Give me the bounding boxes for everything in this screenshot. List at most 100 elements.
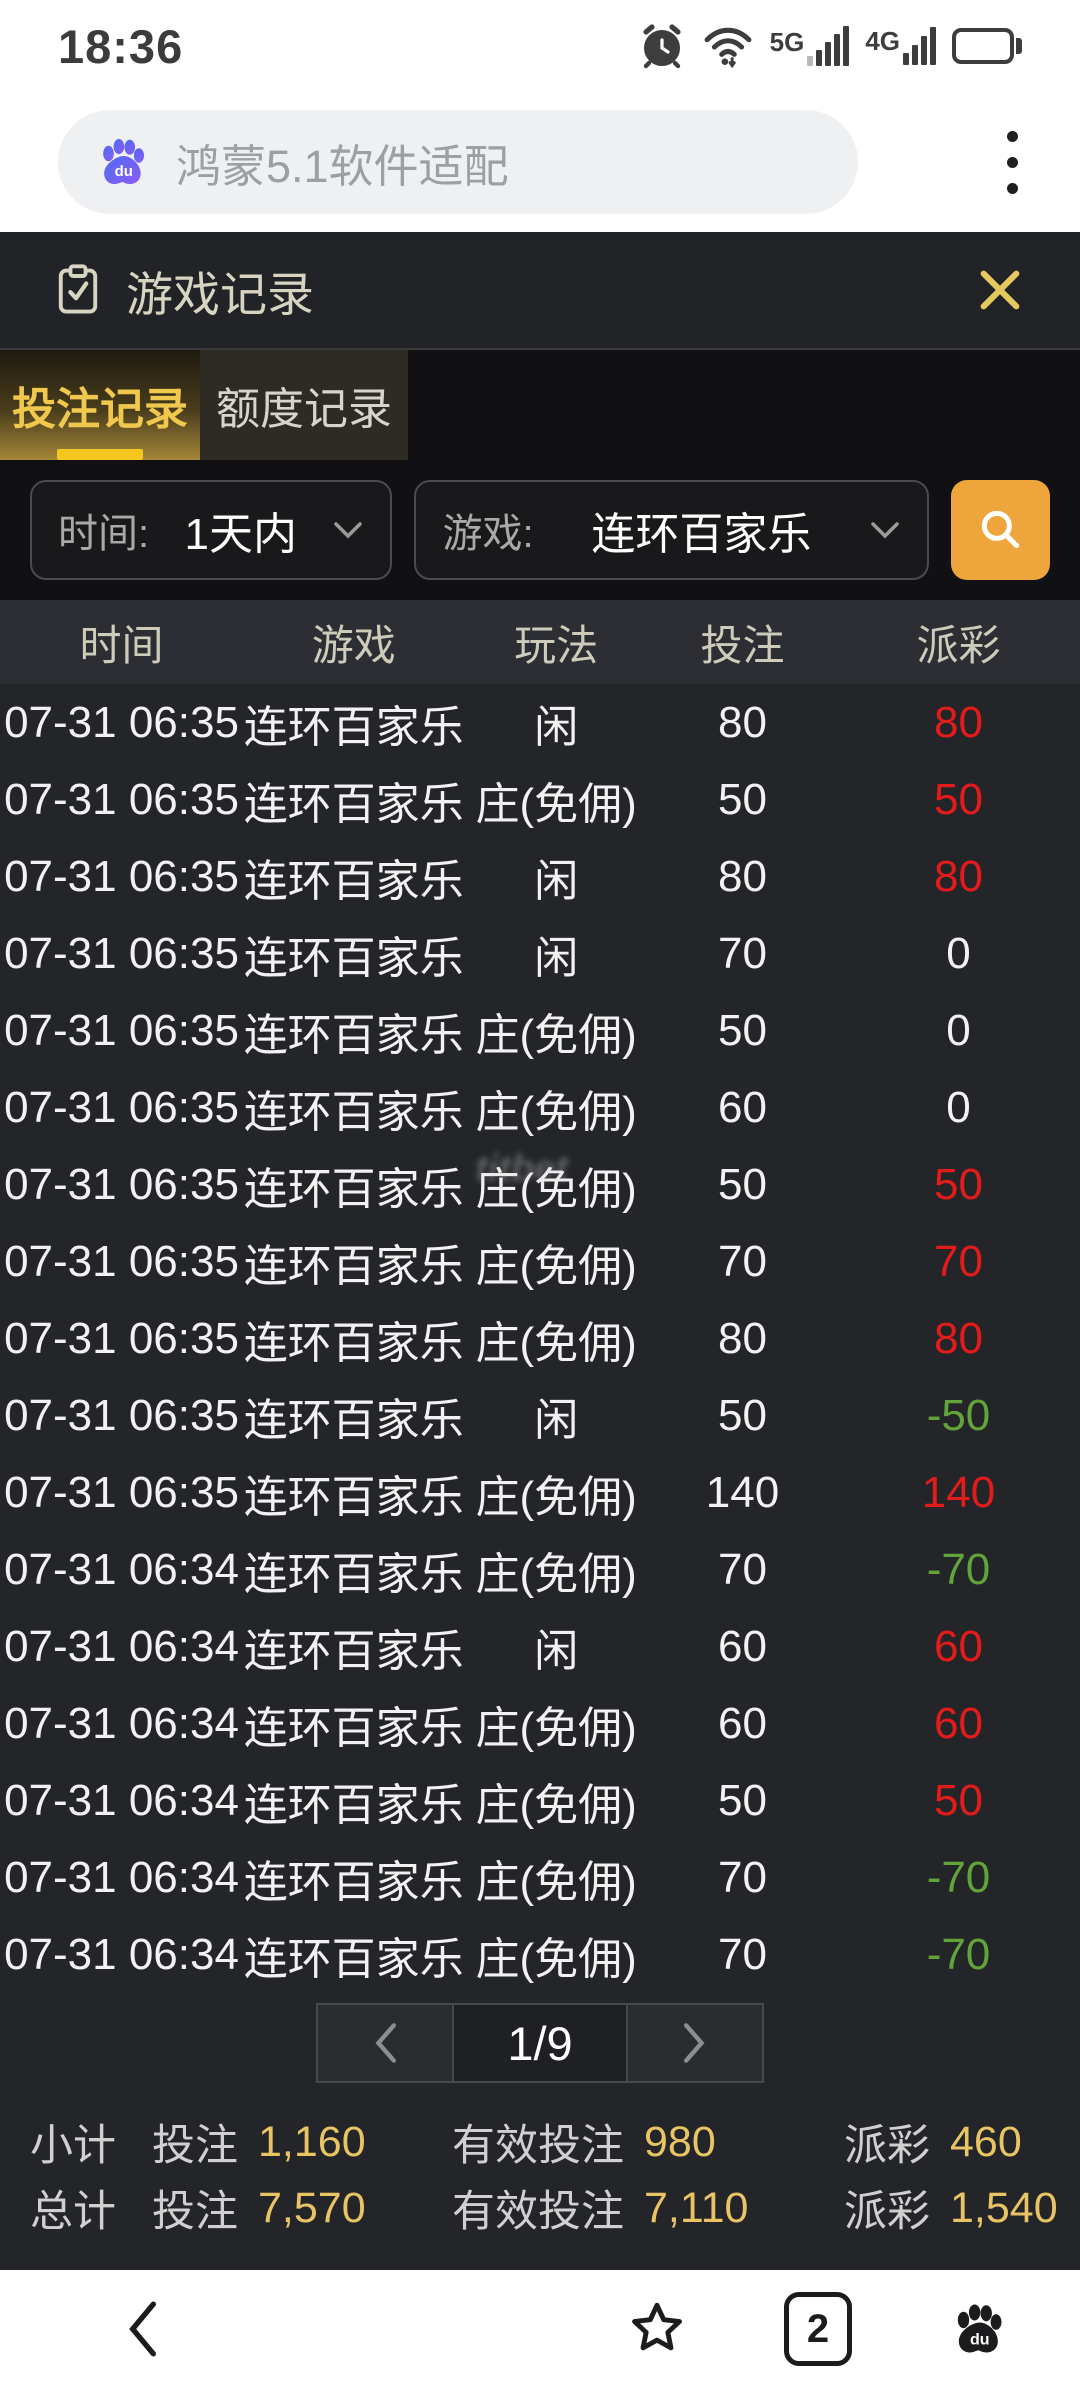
col-payout: 派彩 xyxy=(916,621,1001,669)
cell-game: 连环百家乐 xyxy=(243,1087,464,1137)
chevron-down-icon xyxy=(334,522,363,539)
baidu-paw-icon: du xyxy=(957,2304,1002,2353)
cell-bet: 60 xyxy=(718,1082,767,1132)
cell-bet: 60 xyxy=(718,1621,767,1671)
cell-time: 07-31 06:35 xyxy=(4,774,239,824)
table-row: 07-31 06:35 连环百家乐 闲 80 80 xyxy=(0,838,1080,915)
cell-time: 07-31 06:35 xyxy=(4,1082,239,1132)
cell-payout: 80 xyxy=(934,697,983,747)
table-row: 07-31 06:35 连环百家乐 庄(免佣) 70 70 xyxy=(0,1223,1080,1300)
filter-bar: 时间: 1天内 游戏: 连环百家乐 xyxy=(0,460,1080,600)
favorite-star-button[interactable] xyxy=(626,2298,688,2360)
cell-game: 连环百家乐 xyxy=(243,933,464,983)
cell-game: 连环百家乐 xyxy=(243,1626,464,1676)
cell-payout: 50 xyxy=(934,1775,983,1825)
total-payout: 1,540 xyxy=(950,2183,1058,2232)
time-filter-value: 1天内 xyxy=(184,510,298,559)
cell-payout: 0 xyxy=(946,1082,971,1132)
game-filter-value: 连环百家乐 xyxy=(591,510,812,559)
cell-bet: 70 xyxy=(718,1852,767,1902)
cell-game: 连环百家乐 xyxy=(243,1857,464,1907)
cell-bet: 80 xyxy=(718,1313,767,1363)
baidu-home-button[interactable]: du xyxy=(948,2298,1010,2360)
cell-game: 连环百家乐 xyxy=(243,1395,464,1445)
pagination: 1/9 xyxy=(316,2003,764,2083)
col-game: 游戏 xyxy=(311,621,396,669)
cell-time: 07-31 06:35 xyxy=(4,1467,239,1517)
time-filter-label: 时间: xyxy=(58,512,150,556)
table-row: 07-31 06:34 连环百家乐 庄(免佣) 60 60 xyxy=(0,1685,1080,1762)
cell-play: 闲 xyxy=(534,933,579,983)
back-button[interactable] xyxy=(120,2298,166,2360)
browser-toolbar: du 鸿蒙5.1软件适配 xyxy=(0,92,1080,232)
cell-payout: -50 xyxy=(926,1390,991,1440)
table-row: 07-31 06:34 连环百家乐 闲 60 60 xyxy=(0,1608,1080,1685)
cell-game: 连环百家乐 xyxy=(243,1703,464,1753)
col-bet: 投注 xyxy=(700,621,785,669)
chevron-down-icon xyxy=(871,522,899,539)
cell-bet: 50 xyxy=(718,1775,767,1825)
tab-bet-records[interactable]: 投注记录 xyxy=(0,350,200,460)
game-records-modal: 游戏记录 投注记录 额度记录 时间: 1天内 游戏: 连环百家乐 xyxy=(0,232,1080,2270)
cell-play: 庄(免佣) xyxy=(475,1857,637,1907)
cell-bet: 140 xyxy=(705,1467,780,1517)
cell-game: 连环百家乐 xyxy=(243,1934,464,1984)
game-filter-select[interactable]: 游戏: 连环百家乐 xyxy=(414,480,930,580)
signal-5g-icon: 5G xyxy=(770,26,850,66)
next-page-button[interactable] xyxy=(626,2003,764,2083)
table-header: 时间 游戏 玩法 投注 派彩 xyxy=(0,600,1080,684)
col-time: 时间 xyxy=(79,621,164,669)
cell-play: 庄(免佣) xyxy=(475,1164,637,1214)
wifi-icon xyxy=(702,23,754,69)
cell-game: 连环百家乐 xyxy=(243,779,464,829)
cell-time: 07-31 06:35 xyxy=(4,1236,239,1286)
cell-bet: 80 xyxy=(718,697,767,747)
clock-time: 18:36 xyxy=(58,19,184,73)
status-bar: 18:36 5G 4G xyxy=(0,0,1080,92)
tabs: 投注记录 额度记录 xyxy=(0,350,1080,460)
cell-payout: -70 xyxy=(926,1544,991,1594)
modal-header: 游戏记录 xyxy=(0,232,1080,350)
tab-count-button[interactable]: 2 xyxy=(784,2292,852,2366)
chevron-right-icon xyxy=(684,2023,705,2063)
cell-play: 庄(免佣) xyxy=(475,1703,637,1753)
cell-game: 连环百家乐 xyxy=(243,702,464,752)
cell-game: 连环百家乐 xyxy=(243,1549,464,1599)
table-row: 07-31 06:34 连环百家乐 庄(免佣) 50 50 xyxy=(0,1762,1080,1839)
time-filter-select[interactable]: 时间: 1天内 xyxy=(30,480,393,580)
cell-payout: 60 xyxy=(934,1698,983,1748)
table-row: 07-31 06:35 连环百家乐 闲 70 0 xyxy=(0,915,1080,992)
search-input[interactable]: du 鸿蒙5.1软件适配 xyxy=(58,110,858,214)
close-icon[interactable] xyxy=(972,262,1028,318)
cell-time: 07-31 06:35 xyxy=(4,1005,239,1055)
cell-time: 07-31 06:34 xyxy=(4,1544,239,1594)
cell-play: 庄(免佣) xyxy=(475,1780,637,1830)
alarm-icon xyxy=(638,22,686,70)
cell-game: 连环百家乐 xyxy=(243,1010,464,1060)
table-row: 07-31 06:35 连环百家乐 庄(免佣) 60 0 xyxy=(0,1069,1080,1146)
search-button[interactable] xyxy=(951,480,1050,580)
cell-bet: 80 xyxy=(718,851,767,901)
cell-game: 连环百家乐 xyxy=(243,1241,464,1291)
payout-label: 派彩 xyxy=(844,2188,930,2236)
cell-game: 连环百家乐 xyxy=(243,1472,464,1522)
table-row: 07-31 06:35 连环百家乐 庄(免佣) 140 140 xyxy=(0,1454,1080,1531)
cell-bet: 70 xyxy=(718,1236,767,1286)
table-row: 07-31 06:34 连环百家乐 庄(免佣) 70 -70 xyxy=(0,1839,1080,1916)
table-row: 07-31 06:34 连环百家乐 庄(免佣) 70 -70 xyxy=(0,1916,1080,1993)
prev-page-button[interactable] xyxy=(316,2003,454,2083)
cell-payout: -70 xyxy=(926,1929,991,1979)
cell-payout: 0 xyxy=(946,928,971,978)
tab-quota-records[interactable]: 额度记录 xyxy=(200,350,408,460)
cell-game: 连环百家乐 xyxy=(243,856,464,906)
cell-payout: 50 xyxy=(934,774,983,824)
cell-play: 庄(免佣) xyxy=(475,1010,637,1060)
clipboard-check-icon xyxy=(52,262,104,318)
cell-time: 07-31 06:35 xyxy=(4,851,239,901)
browser-menu-button[interactable] xyxy=(981,121,1044,204)
magnifier-icon xyxy=(981,510,1019,549)
cell-bet: 50 xyxy=(718,774,767,824)
baidu-paw-icon: du xyxy=(94,133,152,191)
cell-payout: -70 xyxy=(926,1852,991,1902)
table-row: 07-31 06:35 连环百家乐 庄(免佣) 50 0 xyxy=(0,992,1080,1069)
